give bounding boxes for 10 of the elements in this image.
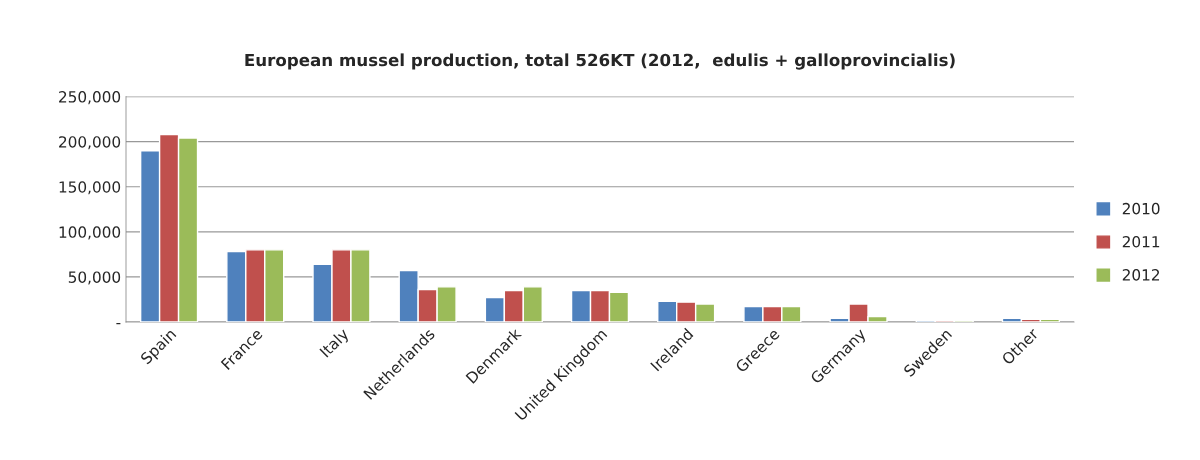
legend-label: 2010 <box>1122 202 1160 215</box>
legend-label: 2011 <box>1122 235 1160 248</box>
y-tick-label: 200,000 <box>59 136 121 150</box>
y-tick-label: 250,000 <box>59 91 121 105</box>
y-tick-label: - <box>116 323 121 325</box>
chart-title: European mussel production, total 526KT (2012, edulis + galloprovincialis) <box>245 53 955 70</box>
y-tick-label: 50,000 <box>68 271 121 285</box>
y-tick-label: 150,000 <box>59 181 121 195</box>
legend-label: 2012 <box>1122 269 1160 281</box>
y-tick-label: 100,000 <box>59 226 121 240</box>
